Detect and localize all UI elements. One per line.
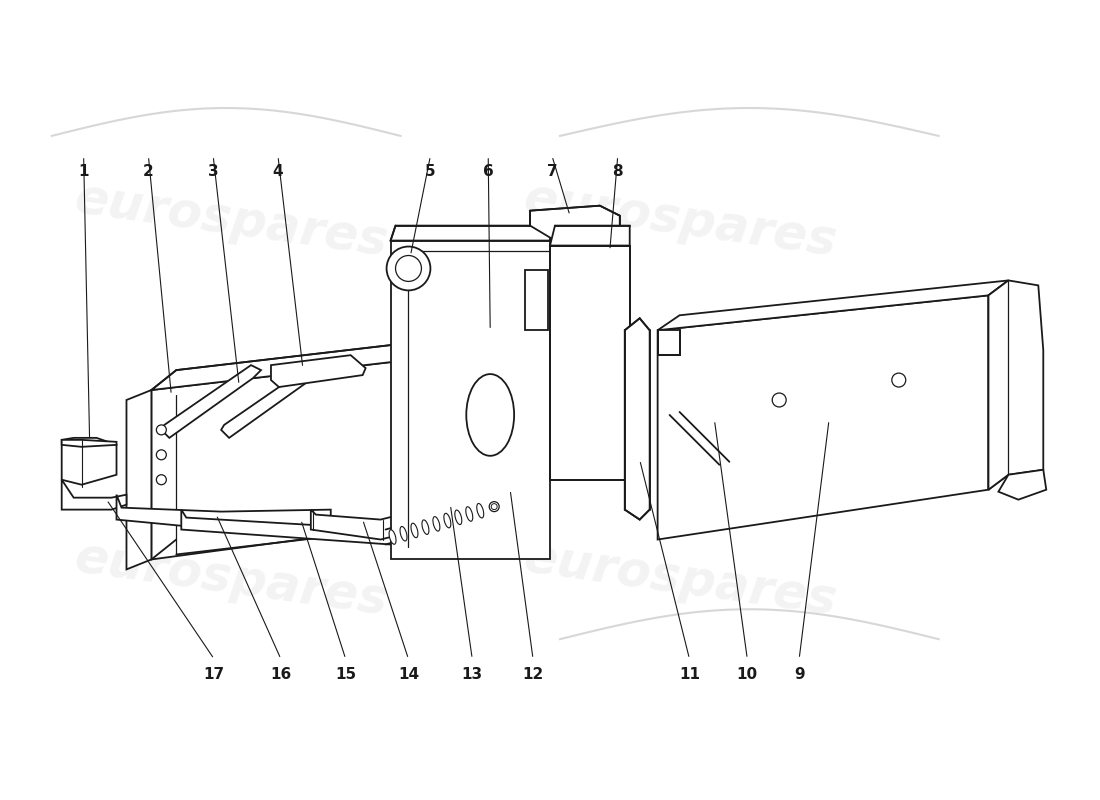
Text: eurospares: eurospares <box>519 534 839 625</box>
Text: 16: 16 <box>271 667 292 682</box>
Ellipse shape <box>411 523 418 538</box>
Circle shape <box>156 474 166 485</box>
Polygon shape <box>152 355 450 559</box>
Polygon shape <box>117 494 331 530</box>
Text: 8: 8 <box>613 164 623 179</box>
Polygon shape <box>450 335 475 519</box>
Polygon shape <box>550 226 629 246</box>
Text: 5: 5 <box>425 164 436 179</box>
Polygon shape <box>62 440 117 447</box>
Polygon shape <box>62 438 117 485</box>
Circle shape <box>892 373 905 387</box>
Ellipse shape <box>465 506 473 522</box>
Text: 6: 6 <box>483 164 494 179</box>
Polygon shape <box>658 281 1009 330</box>
Circle shape <box>490 502 499 512</box>
Ellipse shape <box>444 514 451 528</box>
Polygon shape <box>271 355 365 387</box>
Ellipse shape <box>389 530 396 544</box>
Polygon shape <box>530 206 619 241</box>
Polygon shape <box>182 510 450 545</box>
Polygon shape <box>999 470 1046 500</box>
Ellipse shape <box>422 520 429 534</box>
Circle shape <box>396 255 421 282</box>
Polygon shape <box>126 390 152 570</box>
Circle shape <box>386 246 430 290</box>
Circle shape <box>156 450 166 460</box>
Polygon shape <box>658 295 989 539</box>
Text: 2: 2 <box>143 164 154 179</box>
Text: eurospares: eurospares <box>72 175 390 266</box>
Polygon shape <box>658 330 680 355</box>
Polygon shape <box>550 246 629 480</box>
Polygon shape <box>989 281 1043 490</box>
Polygon shape <box>390 241 550 559</box>
Text: 12: 12 <box>522 667 543 682</box>
Text: 17: 17 <box>204 667 224 682</box>
Text: 1: 1 <box>78 164 89 179</box>
Ellipse shape <box>466 374 514 456</box>
Text: 11: 11 <box>679 667 700 682</box>
Polygon shape <box>221 365 321 438</box>
Text: 7: 7 <box>547 164 558 179</box>
Text: 9: 9 <box>794 667 804 682</box>
Text: 15: 15 <box>336 667 356 682</box>
Polygon shape <box>62 480 126 510</box>
Polygon shape <box>311 510 400 539</box>
Ellipse shape <box>454 510 462 525</box>
Ellipse shape <box>433 517 440 531</box>
Ellipse shape <box>476 503 484 518</box>
Circle shape <box>772 393 786 407</box>
Circle shape <box>156 425 166 435</box>
Ellipse shape <box>400 526 407 541</box>
Polygon shape <box>525 270 548 330</box>
Polygon shape <box>625 318 650 519</box>
Text: 14: 14 <box>398 667 419 682</box>
Text: eurospares: eurospares <box>72 534 390 625</box>
Polygon shape <box>390 226 550 241</box>
Text: 10: 10 <box>737 667 758 682</box>
Circle shape <box>492 504 497 510</box>
Text: eurospares: eurospares <box>519 175 839 266</box>
Polygon shape <box>162 365 261 438</box>
Polygon shape <box>491 485 520 510</box>
Text: 13: 13 <box>462 667 483 682</box>
Polygon shape <box>488 496 508 518</box>
Polygon shape <box>152 335 475 390</box>
Text: 4: 4 <box>273 164 284 179</box>
Text: 3: 3 <box>208 164 219 179</box>
Polygon shape <box>989 281 1009 490</box>
